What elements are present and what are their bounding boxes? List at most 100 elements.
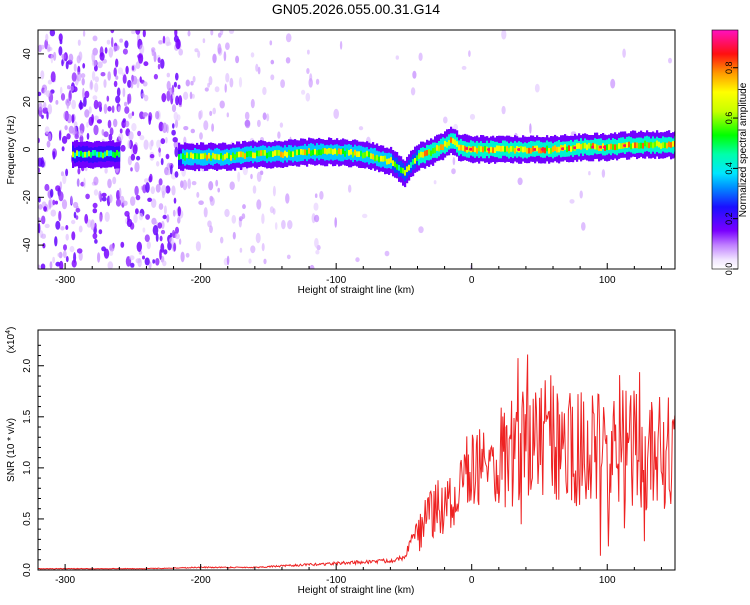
heatmap-noise-cell	[152, 259, 156, 264]
heatmap-noise-cell	[185, 79, 190, 87]
heatmap-noise-cell	[141, 93, 146, 98]
heatmap-ridge-cell	[354, 149, 357, 156]
heatmap-ridge-cell	[648, 142, 651, 149]
heatmap-noise-cell	[91, 114, 94, 124]
heatmap-noise-cell	[285, 193, 290, 204]
heatmap-noise-cell	[266, 113, 270, 122]
heatmap-noise-cell	[223, 51, 227, 62]
heatmap-ridge-cell	[334, 148, 337, 155]
heatmap-ridge-cell	[220, 153, 223, 159]
heatmap-noise-cell	[84, 213, 89, 224]
heatmap-noise-cell	[115, 198, 122, 207]
heatmap-noise-cell	[45, 33, 49, 42]
heatmap-noise-cell	[315, 249, 320, 255]
heatmap-noise-cell	[157, 222, 163, 229]
heatmap-noise-cell	[171, 185, 176, 196]
heatmap-noise-cell	[144, 178, 149, 184]
heatmap-ridge-cell	[184, 155, 187, 161]
heatmap-noise-cell	[443, 116, 448, 124]
heatmap-noise-cell	[281, 219, 286, 230]
heatmap-noise-cell	[44, 126, 50, 135]
heatmap-noise-cell	[129, 255, 135, 261]
heatmap-ridge-cell	[236, 151, 239, 158]
heatmap-ridge-cell	[276, 150, 279, 156]
heatmap-noise-cell	[108, 194, 113, 204]
heatmap-noise-cell	[94, 82, 99, 93]
snr-series-line	[38, 354, 675, 570]
heatmap-ridge-cell	[304, 149, 307, 156]
heatmap-noise-cell	[192, 75, 196, 83]
heatmap-noise-cell	[98, 229, 103, 235]
heatmap-noise-cell	[61, 59, 64, 67]
heatmap-ridge-cell	[312, 149, 315, 156]
heatmap-noise-cell	[38, 223, 41, 234]
heatmap-noise-cell	[100, 72, 106, 77]
heatmap-noise-cell	[157, 57, 161, 64]
heatmap-noise-cell	[217, 187, 220, 193]
heatmap-noise-cell	[117, 67, 124, 75]
heatmap-ridge-cell	[638, 143, 641, 149]
heatmap-noise-cell	[622, 48, 626, 58]
heatmap-ridge-cell	[78, 151, 81, 157]
heatmap-noise-cell	[139, 44, 145, 55]
heatmap-noise-cell	[286, 254, 291, 260]
heatmap-ridge-cell	[532, 146, 535, 152]
heatmap-noise-cell	[127, 93, 130, 105]
heatmap-ridge-cell	[298, 149, 301, 155]
heatmap-ridge-cell	[536, 145, 539, 152]
heatmap-noise-cell	[42, 242, 46, 249]
heatmap-noise-cell	[62, 174, 67, 185]
heatmap-ridge-cell	[582, 143, 585, 149]
heatmap-noise-cell	[45, 90, 51, 98]
heatmap-noise-cell	[167, 241, 172, 251]
heatmap-ridge-cell	[316, 150, 319, 156]
heatmap-ridge-cell	[402, 167, 405, 174]
heatmap-noise-cell	[261, 213, 265, 224]
heatmap-noise-cell	[58, 210, 62, 222]
heatmap-noise-cell	[65, 60, 69, 70]
snr-y-multiplier-exp: 4	[5, 330, 12, 334]
heatmap-ridge-cell	[426, 150, 429, 156]
heatmap-ridge-cell	[322, 148, 325, 154]
heatmap-noise-cell	[115, 58, 119, 68]
heatmap-noise-cell	[569, 199, 575, 204]
heatmap-noise-cell	[122, 87, 126, 98]
heatmap-ridge-cell	[182, 153, 185, 159]
heatmap-noise-cell	[94, 239, 98, 244]
colorbar-ticks: 0.0 0.2 0.4 0.6 0.8	[724, 61, 738, 275]
heatmap-noise-cell	[168, 87, 174, 96]
heatmap-noise-cell	[132, 75, 138, 85]
heatmap-noise-cell	[103, 79, 107, 88]
heatmap-noise-cell	[73, 63, 77, 72]
heatmap-noise-cell	[82, 30, 86, 37]
heatmap-noise-cell	[190, 128, 195, 134]
heatmap-noise-cell	[58, 191, 64, 202]
heatmap-ridge-cell	[438, 145, 441, 152]
heatmap-noise-cell	[601, 169, 606, 178]
heatmap-noise-cell	[348, 184, 352, 193]
heatmap-ridge-cell	[492, 147, 495, 154]
heatmap-ridge-cell	[564, 144, 567, 150]
heatmap-ridge-cell	[384, 155, 387, 162]
heatmap-ridge-cell	[588, 142, 591, 149]
heatmap-ridge-cell	[292, 151, 295, 158]
heatmap-ridge-cell	[204, 152, 207, 159]
heatmap-noise-cell	[209, 110, 213, 116]
snr-x-tick-label: -100	[326, 575, 346, 586]
heatmap-noise-cell	[177, 216, 181, 224]
heatmap-ridge-cell	[500, 146, 503, 152]
heatmap-noise-cell	[38, 217, 41, 223]
heatmap-ridge-cell	[408, 164, 411, 171]
heatmap-noise-cell	[90, 219, 95, 231]
heatmap-ridge-cell	[230, 155, 233, 161]
heatmap-ridge-cell	[266, 152, 269, 159]
heatmap-noise-cell	[43, 206, 47, 212]
heatmap-noise-cell	[314, 214, 320, 223]
heatmap-noise-cell	[57, 252, 61, 257]
heatmap-noise-cell	[158, 178, 163, 186]
heatmap-noise-cell	[132, 144, 138, 155]
heatmap-ridge-cell	[232, 152, 235, 159]
heatmap-noise-cell	[109, 250, 114, 256]
